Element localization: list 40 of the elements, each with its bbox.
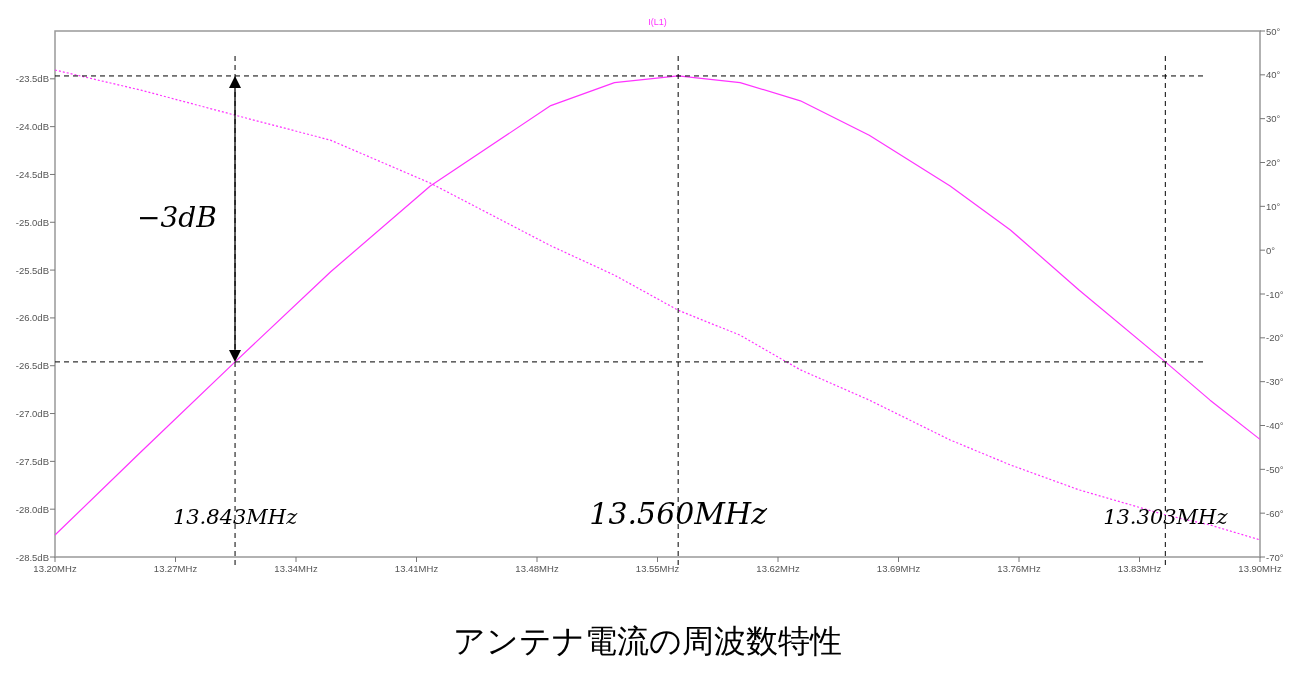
x-tick-label: 13.48MHz — [515, 563, 559, 574]
y2-tick-label: -40° — [1266, 420, 1284, 431]
annotation: 13.843MHz — [172, 504, 299, 529]
y-tick-label: -28.5dB — [15, 551, 49, 563]
y-tick-label: -27.0dB — [15, 408, 49, 420]
y-tick-label: -24.0dB — [15, 121, 49, 133]
x-tick-label: 13.34MHz — [274, 563, 318, 574]
y-tick-label: -23.5dB — [15, 73, 49, 85]
y-tick-label: -27.5dB — [15, 455, 49, 467]
x-tick-label: 13.90MHz — [1238, 563, 1282, 574]
y2-tick-label: -70° — [1266, 551, 1284, 563]
y2-tick-label: 20° — [1266, 157, 1281, 168]
y-tick-label: -26.5dB — [15, 360, 49, 372]
y2-tick-label: 0° — [1266, 244, 1276, 256]
text: アンテナ電流の周波数特性 — [453, 622, 842, 660]
y2-tick-label: 50° — [1266, 25, 1281, 37]
text: I(L1) — [648, 17, 667, 27]
y2-tick-label: -20° — [1266, 332, 1284, 344]
x-tick-label: 13.27MHz — [153, 563, 198, 574]
x-tick-label: 13.69MHz — [876, 563, 921, 574]
y-tick-label: -25.5dB — [15, 264, 49, 276]
x-tick-label: 13.83MHz — [1117, 563, 1162, 574]
x-tick-label: 13.62MHz — [756, 563, 800, 574]
annotation: −3dB — [137, 200, 217, 234]
y2-tick-label: -60° — [1266, 507, 1284, 519]
annotation: 13.560MHz — [589, 495, 768, 531]
y-tick-label: -25.0dB — [15, 216, 49, 228]
y2-tick-label: 40° — [1266, 69, 1281, 81]
y2-tick-label: 30° — [1266, 113, 1281, 125]
x-tick-label: 13.76MHz — [997, 563, 1041, 574]
y2-tick-label: 10° — [1266, 200, 1281, 212]
y-tick-label: -24.5dB — [15, 168, 49, 180]
y2-tick-label: -50° — [1266, 463, 1284, 475]
x-tick-label: 13.20MHz — [33, 563, 77, 574]
y2-tick-label: -30° — [1266, 376, 1284, 388]
x-tick-label: 13.41MHz — [394, 563, 439, 574]
y-tick-label: -28.0dB — [15, 503, 49, 515]
y2-tick-label: -10° — [1266, 288, 1284, 300]
y-tick-label: -26.0dB — [15, 312, 49, 324]
x-tick-label: 13.55MHz — [635, 563, 680, 574]
